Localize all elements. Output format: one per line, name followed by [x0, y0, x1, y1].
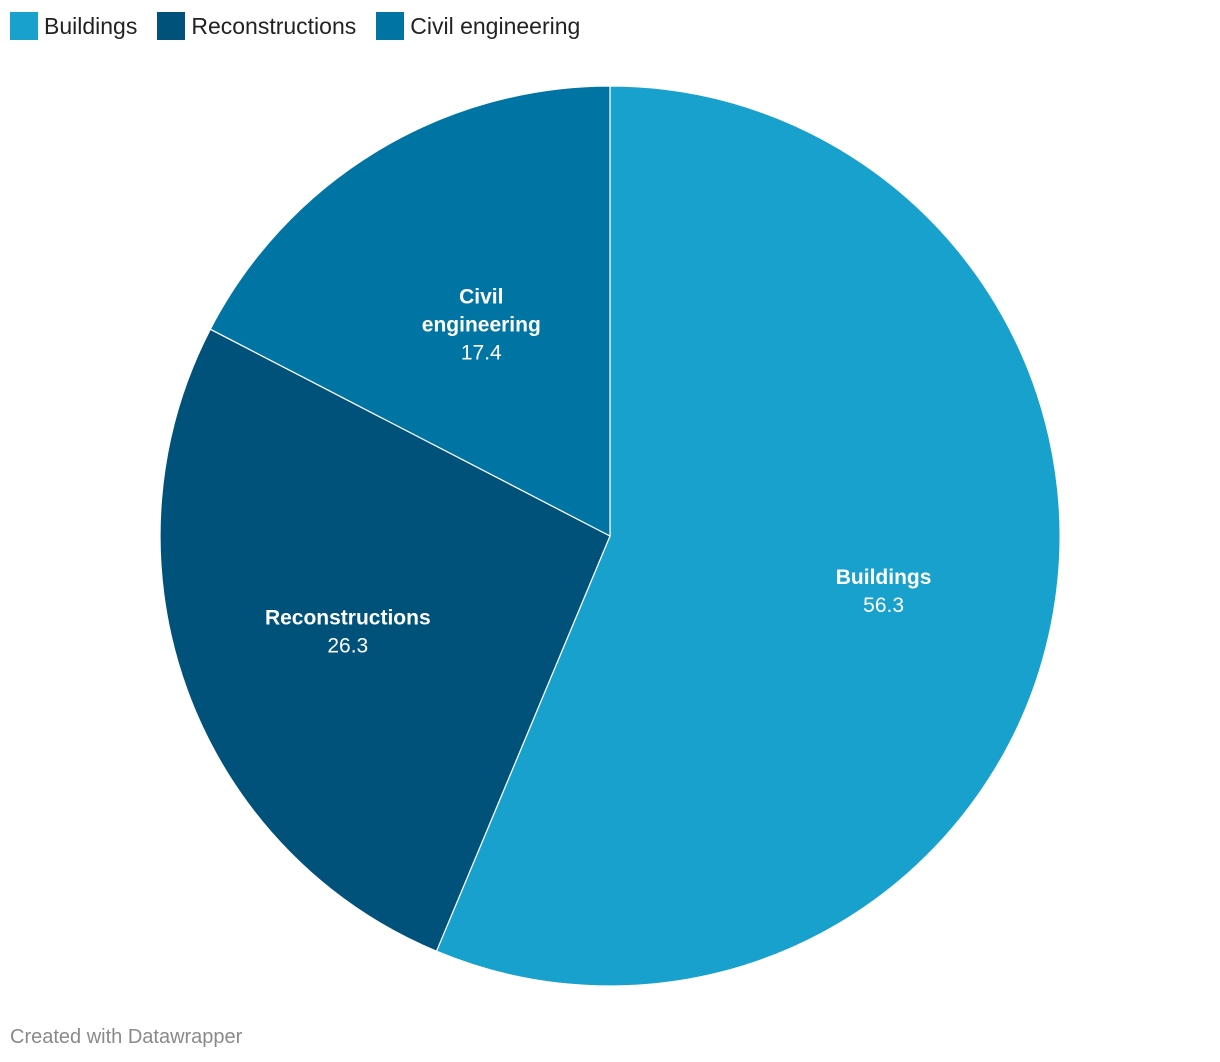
- slice-name-civil-engineering-0: Civil: [459, 286, 503, 309]
- legend-item-reconstructions: Reconstructions: [157, 12, 356, 40]
- legend-label-reconstructions: Reconstructions: [191, 12, 357, 39]
- slice-value-civil-engineering: 17.4: [461, 342, 502, 365]
- legend-label-buildings: Buildings: [44, 12, 138, 39]
- slice-name-reconstructions: Reconstructions: [265, 606, 431, 629]
- slice-label-reconstructions: Reconstructions 26.3: [265, 606, 431, 657]
- legend-swatch-buildings: [10, 12, 38, 40]
- pie-slice-buildings: [435, 85, 1061, 987]
- legend-label-civil-engineering: Civil engineering: [410, 12, 581, 39]
- legend-swatch-civil-engineering: [376, 12, 405, 40]
- legend-swatch-reconstructions: [157, 12, 186, 40]
- slice-name-civil-engineering-1: engineering: [422, 314, 541, 337]
- pie-slice-reconstructions: [159, 328, 611, 952]
- chart-legend: Buildings Reconstructions Civil engineer…: [10, 12, 580, 40]
- legend-item-civil-engineering: Civil engineering: [376, 12, 580, 40]
- slice-name-buildings: Buildings: [836, 566, 932, 589]
- slice-value-buildings: 56.3: [863, 594, 904, 617]
- slice-value-reconstructions: 26.3: [327, 634, 368, 657]
- legend-item-buildings: Buildings: [10, 12, 137, 40]
- slice-label-civil-engineering: Civil engineering 17.4: [422, 286, 541, 365]
- pie-slice-civil-engineering: [209, 85, 611, 537]
- chart-credit: Created with Datawrapper: [10, 1026, 243, 1048]
- slice-label-buildings: Buildings 56.3: [836, 566, 932, 617]
